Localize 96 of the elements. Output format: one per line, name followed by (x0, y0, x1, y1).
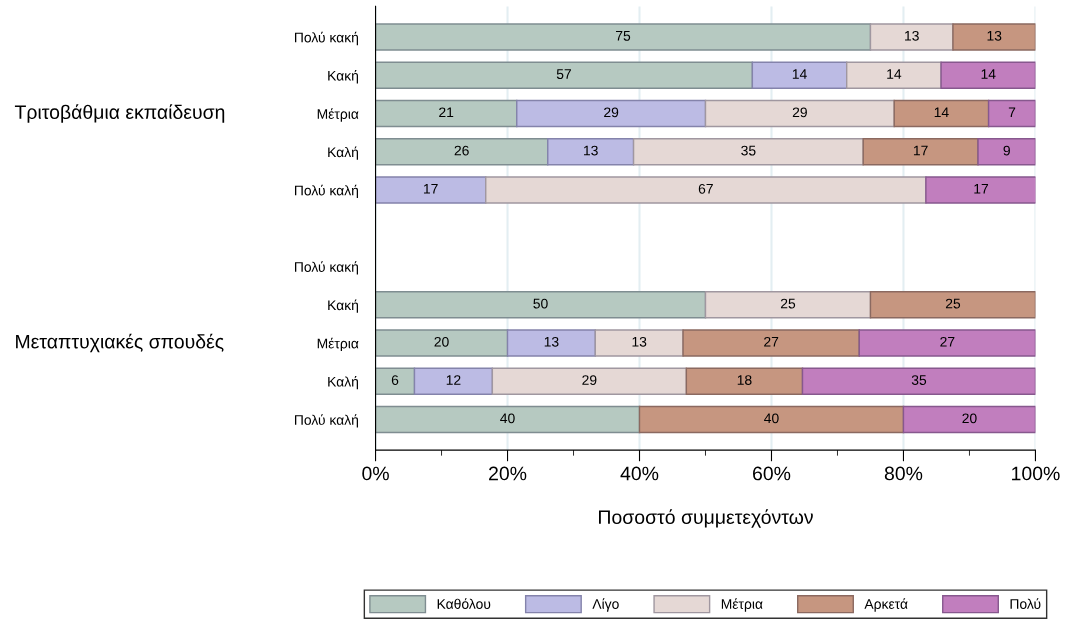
bar (375, 291, 707, 319)
bar (869, 23, 954, 51)
bar (375, 176, 487, 204)
x-tick-label: 80% (884, 466, 923, 481)
data-label: 21 (439, 107, 454, 118)
data-label: 20 (434, 336, 449, 347)
legend-label: Λίγο (592, 598, 619, 612)
x-tick-label: 60% (753, 466, 791, 481)
data-label: 7 (1008, 107, 1016, 118)
bar (547, 138, 635, 166)
y-tick-label: Μέτρια (317, 108, 359, 122)
bar (375, 405, 641, 434)
data-label: 14 (887, 69, 902, 79)
data-label: 9 (1003, 145, 1010, 156)
bar (516, 99, 707, 128)
bar (952, 23, 1036, 51)
bar (902, 405, 1036, 434)
y-tick-label: Πολύ καλή (294, 184, 358, 199)
text: Μεταπτυχιακές σπουδές (16, 333, 224, 353)
y-tick-label: Πολύ κακή (294, 261, 358, 275)
y-tick-label: Κακή (328, 70, 358, 84)
y-tick-label: Καλή (328, 376, 358, 390)
data-label: 14 (934, 107, 949, 118)
data-label: 50 (533, 298, 548, 309)
data-label: 17 (423, 184, 438, 194)
data-label: 13 (632, 336, 647, 347)
data-label: 29 (792, 107, 807, 118)
data-label: 35 (741, 145, 756, 156)
data-label: 27 (764, 336, 779, 347)
bar (987, 99, 1036, 128)
bar (685, 367, 804, 395)
bar (977, 138, 1036, 166)
bar (940, 61, 1036, 89)
bar (682, 329, 860, 357)
data-label: 13 (584, 145, 598, 156)
bar (704, 291, 872, 319)
y-tick-label: Πολύ κακή (294, 31, 358, 46)
y-tick-label: Καλή (328, 146, 358, 160)
legend-label: Καθόλου (437, 598, 491, 609)
x-tick-label: 20% (489, 466, 527, 481)
bar (375, 61, 754, 89)
bar (485, 176, 927, 204)
data-label: 29 (582, 375, 597, 385)
data-label: 13 (544, 336, 559, 347)
data-label: 14 (981, 69, 996, 79)
x-tick-label: 0% (362, 466, 389, 481)
bar (801, 367, 1036, 395)
data-label: 6 (391, 375, 399, 385)
legend-label: Πολύ (1010, 598, 1041, 609)
data-label: 13 (905, 30, 919, 41)
data-label: 75 (616, 31, 631, 41)
x-tick-label: 40% (620, 466, 659, 481)
bar (594, 329, 684, 357)
data-label: 13 (987, 30, 1002, 41)
bar (893, 99, 990, 128)
bar (375, 367, 416, 395)
data-label: 67 (698, 183, 713, 194)
data-label: 26 (454, 145, 469, 156)
bar (704, 99, 895, 128)
bar (751, 61, 848, 89)
data-label: 25 (945, 298, 961, 309)
y-tick-label: Μέτρια (317, 337, 359, 352)
data-label: 29 (604, 107, 619, 118)
legend-label: Αρκετά (864, 598, 908, 612)
y-tick-label: Πολύ καλή (294, 414, 358, 428)
x-tick-label: 100% (1012, 466, 1060, 481)
legend-label: Μέτρια (721, 598, 763, 612)
bar (491, 367, 688, 395)
data-label: 57 (556, 69, 571, 79)
bar (413, 367, 494, 395)
data-label: 40 (764, 413, 779, 424)
data-label: 14 (792, 69, 807, 79)
data-label: 25 (780, 298, 796, 309)
data-label: 27 (940, 336, 955, 347)
bar (375, 23, 872, 51)
x-axis-title: Ποσοστό συμμετεχόντων (599, 509, 813, 528)
bar (375, 99, 518, 128)
data-label: 40 (500, 413, 515, 424)
y-tick-label: Κακή (328, 299, 358, 313)
bar (869, 291, 1036, 319)
bar (506, 329, 596, 357)
bar (862, 138, 979, 166)
bar (375, 329, 509, 357)
data-label: 20 (962, 413, 977, 424)
data-label: 18 (737, 375, 752, 385)
data-label: 35 (911, 375, 927, 385)
bar (858, 329, 1036, 357)
data-label: 17 (913, 145, 928, 156)
data-label: 17 (974, 184, 989, 194)
bar (925, 176, 1036, 204)
bar (375, 138, 549, 166)
bar (638, 405, 905, 434)
bar (632, 138, 864, 166)
text: Τριτοβάθμια εκπαίδευση (14, 104, 225, 123)
data-label: 12 (446, 375, 461, 385)
bar (846, 61, 942, 89)
